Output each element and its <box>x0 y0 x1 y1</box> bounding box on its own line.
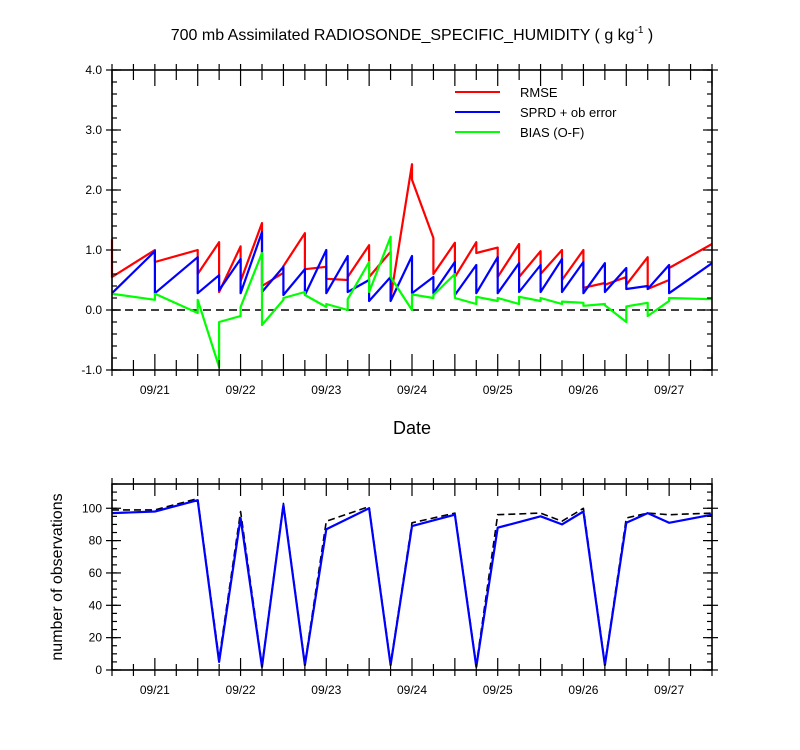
top-x-tick-label: 09/25 <box>483 383 513 397</box>
bottom-series-possible <box>112 497 713 666</box>
top-series-sprd-ob-error <box>111 230 713 303</box>
top-x-tick-label: 09/23 <box>311 383 341 397</box>
bottom-series-assimilated <box>111 499 713 668</box>
top-axes <box>111 69 713 371</box>
top-plot-frame <box>111 69 713 371</box>
top-x-tick-label: 09/21 <box>140 383 170 397</box>
bottom-plot-frame <box>111 483 713 671</box>
top-y-tick-label: 0.0 <box>85 303 102 317</box>
top-y-tick-label: 3.0 <box>85 123 102 137</box>
bottom-x-tick-label: 09/27 <box>654 683 684 697</box>
chart-title: 700 mb Assimilated RADIOSONDE_SPECIFIC_H… <box>171 25 654 44</box>
bottom-y-tick-label: 80 <box>89 534 103 548</box>
bottom-x-tick-label: 09/21 <box>140 683 170 697</box>
top-x-tick-label: 09/26 <box>568 383 598 397</box>
chart-title-superscript: -1 <box>635 25 644 36</box>
y-axis-title: number of observations <box>49 493 66 660</box>
legend-label: BIAS (O-F) <box>520 125 584 140</box>
legend-label: SPRD + ob error <box>520 105 617 120</box>
bottom-y-tick-label: 20 <box>89 631 103 645</box>
top-x-tick-label: 09/27 <box>654 383 684 397</box>
legend: RMSE SPRD + ob error BIAS (O-F) <box>455 85 617 140</box>
top-y-tick-label: 1.0 <box>85 243 102 257</box>
bottom-y-tick-label: 0 <box>95 663 102 677</box>
top-x-tick-label: 09/24 <box>397 383 427 397</box>
bottom-x-tick-label: 09/25 <box>483 683 513 697</box>
bottom-x-tick-label: 09/22 <box>226 683 256 697</box>
top-series-group <box>110 163 713 369</box>
bottom-panel: 0 20 40 60 80 100 09/21 09/22 09/23 09/24 09/25 09/… <box>49 478 718 697</box>
top-y-tick-label: -1.0 <box>81 363 102 377</box>
top-y-tick-label: 2.0 <box>85 183 102 197</box>
bottom-series-group <box>111 497 713 668</box>
bottom-y-tick-label: 100 <box>82 501 102 515</box>
top-y-tick-label: 4.0 <box>85 63 102 77</box>
top-x-tick-label: 09/22 <box>226 383 256 397</box>
chart-title-main: 700 mb Assimilated RADIOSONDE_SPECIFIC_H… <box>171 27 635 44</box>
top-panel: -1.0 0.0 1.0 2.0 3.0 4.0 09/21 09/22 09/23 09/24 0… <box>81 63 718 438</box>
top-series-bias-o-f <box>111 235 713 369</box>
top-ticks: -1.0 0.0 1.0 2.0 3.0 4.0 09/21 09/22 09/23 09/24 0… <box>81 63 718 397</box>
legend-label: RMSE <box>520 85 558 100</box>
bottom-axes <box>111 483 713 671</box>
bottom-x-tick-label: 09/23 <box>311 683 341 697</box>
x-axis-title: Date <box>393 418 431 438</box>
bottom-x-tick-label: 09/24 <box>397 683 427 697</box>
bottom-y-tick-label: 60 <box>89 566 103 580</box>
bottom-y-tick-label: 40 <box>89 598 103 612</box>
bottom-ticks: 0 20 40 60 80 100 09/21 09/22 09/23 09/24 09/25 09/… <box>82 478 718 697</box>
chart-title-end: ) <box>643 27 653 44</box>
bottom-x-tick-label: 09/26 <box>568 683 598 697</box>
